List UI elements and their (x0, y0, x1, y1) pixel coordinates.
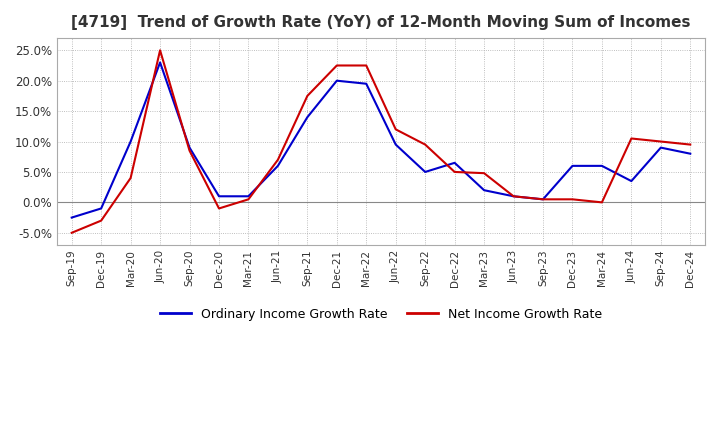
Ordinary Income Growth Rate (657, 145, 665, 150)
Ordinary Income Growth Rate (244, 194, 253, 199)
Net Income Growth Rate (568, 197, 577, 202)
Ordinary Income Growth Rate (126, 139, 135, 144)
Ordinary Income Growth Rate (392, 142, 400, 147)
Legend: Ordinary Income Growth Rate, Net Income Growth Rate: Ordinary Income Growth Rate, Net Income … (155, 303, 607, 326)
Net Income Growth Rate (274, 157, 282, 162)
Ordinary Income Growth Rate (568, 163, 577, 169)
Ordinary Income Growth Rate (509, 194, 518, 199)
Net Income Growth Rate (244, 197, 253, 202)
Net Income Growth Rate (480, 171, 488, 176)
Net Income Growth Rate (333, 63, 341, 68)
Ordinary Income Growth Rate (303, 114, 312, 120)
Net Income Growth Rate (539, 197, 547, 202)
Ordinary Income Growth Rate (274, 163, 282, 169)
Net Income Growth Rate (362, 63, 371, 68)
Line: Net Income Growth Rate: Net Income Growth Rate (72, 50, 690, 233)
Ordinary Income Growth Rate (156, 60, 164, 65)
Net Income Growth Rate (450, 169, 459, 175)
Ordinary Income Growth Rate (185, 145, 194, 150)
Ordinary Income Growth Rate (480, 187, 488, 193)
Ordinary Income Growth Rate (686, 151, 695, 156)
Ordinary Income Growth Rate (450, 160, 459, 165)
Net Income Growth Rate (97, 218, 106, 223)
Line: Ordinary Income Growth Rate: Ordinary Income Growth Rate (72, 62, 690, 217)
Net Income Growth Rate (627, 136, 636, 141)
Net Income Growth Rate (156, 48, 164, 53)
Ordinary Income Growth Rate (68, 215, 76, 220)
Net Income Growth Rate (657, 139, 665, 144)
Ordinary Income Growth Rate (421, 169, 430, 175)
Net Income Growth Rate (392, 127, 400, 132)
Net Income Growth Rate (68, 230, 76, 235)
Ordinary Income Growth Rate (97, 206, 106, 211)
Ordinary Income Growth Rate (598, 163, 606, 169)
Ordinary Income Growth Rate (362, 81, 371, 86)
Ordinary Income Growth Rate (539, 197, 547, 202)
Ordinary Income Growth Rate (627, 179, 636, 184)
Title: [4719]  Trend of Growth Rate (YoY) of 12-Month Moving Sum of Incomes: [4719] Trend of Growth Rate (YoY) of 12-… (71, 15, 690, 30)
Net Income Growth Rate (509, 194, 518, 199)
Net Income Growth Rate (215, 206, 223, 211)
Ordinary Income Growth Rate (215, 194, 223, 199)
Ordinary Income Growth Rate (333, 78, 341, 83)
Net Income Growth Rate (598, 200, 606, 205)
Net Income Growth Rate (421, 142, 430, 147)
Net Income Growth Rate (185, 148, 194, 153)
Net Income Growth Rate (126, 176, 135, 181)
Net Income Growth Rate (303, 93, 312, 99)
Net Income Growth Rate (686, 142, 695, 147)
